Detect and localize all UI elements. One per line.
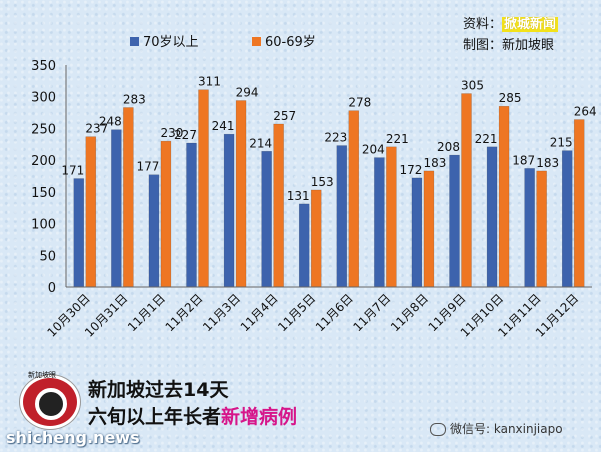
data-label: 171 xyxy=(61,164,84,178)
x-tick-label: 11月3日 xyxy=(200,291,243,334)
bar-series2 xyxy=(573,119,585,288)
data-label: 221 xyxy=(475,132,498,146)
caption-line-2-highlight: 新增病例 xyxy=(221,406,298,428)
source-credit: 资料： 掀城新闻 制图：新加坡眼 xyxy=(463,14,559,56)
data-label: 223 xyxy=(324,131,347,145)
data-label: 172 xyxy=(399,163,422,177)
chart-caption: 新加坡过去14天 六旬以上年长者新增病例 xyxy=(88,377,297,431)
bar-series2 xyxy=(273,123,284,288)
data-label: 294 xyxy=(236,86,259,100)
y-tick-label: 300 xyxy=(31,91,56,106)
y-tick-label: 150 xyxy=(31,186,56,201)
data-label: 214 xyxy=(249,136,272,150)
y-tick-label: 250 xyxy=(31,122,56,137)
legend-swatch xyxy=(130,37,139,46)
bar-series2 xyxy=(85,136,97,288)
data-label: 285 xyxy=(499,91,522,105)
data-label: 208 xyxy=(437,140,460,154)
bar-series1 xyxy=(148,174,160,288)
x-tick-label: 11月2日 xyxy=(163,291,206,334)
bar-series2 xyxy=(386,146,397,288)
data-label: 264 xyxy=(574,105,597,119)
x-tick-label: 11月7日 xyxy=(350,291,393,334)
data-label: 183 xyxy=(536,156,559,170)
bar-series1 xyxy=(298,203,310,288)
x-tick-label: 11月5日 xyxy=(275,291,318,334)
data-label: 241 xyxy=(212,119,235,133)
x-tick-label: 11月6日 xyxy=(313,291,356,334)
bar-series1 xyxy=(186,142,197,288)
legend-label: 70岁以上 xyxy=(143,35,199,50)
bars: 1712372482831772302273112412942142571311… xyxy=(61,75,597,288)
data-label: 183 xyxy=(423,156,446,170)
data-label: 177 xyxy=(136,160,159,174)
bar-series1 xyxy=(561,150,573,288)
data-label: 248 xyxy=(99,115,122,129)
camera-eye-logo xyxy=(20,375,80,429)
bar-series2 xyxy=(536,170,547,288)
data-label: 305 xyxy=(461,79,484,93)
bar-series2 xyxy=(123,107,134,288)
data-label: 153 xyxy=(311,175,334,189)
source-label: 资料： xyxy=(463,17,503,32)
caption-line-1: 新加坡过去14天 xyxy=(88,379,229,401)
bar-series1 xyxy=(336,145,348,288)
data-label: 237 xyxy=(85,122,108,136)
bar-series1 xyxy=(111,129,122,288)
bar-series2 xyxy=(310,189,322,288)
data-label: 187 xyxy=(512,153,535,167)
x-tick-label: 11月8日 xyxy=(388,291,431,334)
bar-series2 xyxy=(235,100,247,288)
y-tick-label: 50 xyxy=(39,249,56,264)
x-tick-label: 11月1日 xyxy=(125,291,168,334)
legend: 70岁以上 60-69岁 xyxy=(130,35,316,50)
y-tick-label: 200 xyxy=(31,154,56,169)
y-axis: 0 50 100 150 200 250 300 350 xyxy=(31,59,67,296)
data-label: 230 xyxy=(160,126,183,140)
wechat-id: 微信号: kanxinjiapo xyxy=(430,420,563,437)
data-label: 227 xyxy=(174,128,197,142)
bar-series2 xyxy=(461,93,472,288)
wechat-icon xyxy=(430,423,446,436)
chart-by-name: 新加坡眼 xyxy=(502,38,555,53)
x-tick-label: 11月4日 xyxy=(238,291,281,334)
y-tick-label: 0 xyxy=(48,281,56,296)
y-tick-label: 100 xyxy=(31,218,56,233)
watermark: shicheng.news xyxy=(6,428,140,447)
bar-series2 xyxy=(423,170,435,288)
x-axis: 10月30日10月31日11月1日11月2日11月3日11月4日11月5日11月… xyxy=(44,286,592,340)
bar-series2 xyxy=(498,105,510,288)
source-name: 掀城新闻 xyxy=(502,17,559,32)
data-label: 221 xyxy=(386,132,409,146)
caption-line-2-prefix: 六旬以上年长者 xyxy=(88,406,222,428)
data-label: 278 xyxy=(348,96,371,110)
bar-series2 xyxy=(348,110,360,288)
bar-series1 xyxy=(374,157,385,288)
data-label: 257 xyxy=(273,109,296,123)
legend-swatch xyxy=(252,37,261,46)
chart-by-label: 制图： xyxy=(463,38,503,53)
data-label: 311 xyxy=(198,75,221,89)
bar-series1 xyxy=(449,154,460,288)
data-label: 131 xyxy=(287,189,310,203)
data-label: 283 xyxy=(123,92,146,106)
bar-series1 xyxy=(73,178,85,288)
bar-series1 xyxy=(524,168,535,288)
data-label: 215 xyxy=(550,136,573,150)
y-tick-label: 350 xyxy=(31,59,56,74)
data-label: 204 xyxy=(362,143,385,157)
legend-label: 60-69岁 xyxy=(265,35,316,50)
bar-series1 xyxy=(261,151,272,288)
bar-series2 xyxy=(198,89,209,288)
bar-series1 xyxy=(223,133,235,288)
bar-series1 xyxy=(411,177,423,288)
bar-series1 xyxy=(486,146,498,288)
bar-series2 xyxy=(160,140,172,288)
logo-text: 新加坡眼 xyxy=(28,371,56,379)
wechat-text: 微信号: kanxinjiapo xyxy=(450,422,563,436)
